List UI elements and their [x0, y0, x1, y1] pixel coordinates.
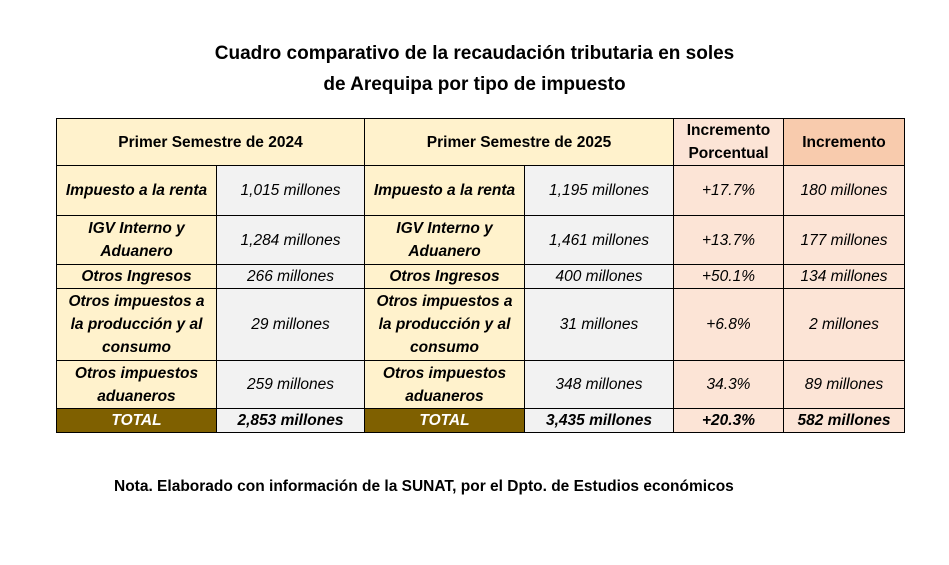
table-row: Impuesto a la renta 1,015 millones Impue…: [56, 165, 905, 216]
row-label: Otros impuestos aduaneros: [364, 360, 525, 409]
header-pct: Incremento Porcentual: [673, 118, 784, 166]
value-2024: 1,015 millones: [216, 165, 365, 216]
row-label: Otros impuestos a la producción y al con…: [56, 288, 217, 361]
inc-value: 134 millones: [783, 264, 905, 289]
row-label: Otros Ingresos: [364, 264, 525, 289]
row-label: Impuesto a la renta: [56, 165, 217, 216]
value-2024: 266 millones: [216, 264, 365, 289]
total-inc: 582 millones: [783, 408, 905, 433]
row-label: Otros Ingresos: [56, 264, 217, 289]
header-2025: Primer Semestre de 2025: [364, 118, 674, 166]
value-2025: 1,195 millones: [524, 165, 674, 216]
inc-value: 180 millones: [783, 165, 905, 216]
table-row: Otros impuestos a la producción y al con…: [56, 288, 905, 361]
value-2024: 259 millones: [216, 360, 365, 409]
row-label: IGV Interno y Aduanero: [364, 215, 525, 265]
pct-value: +17.7%: [673, 165, 784, 216]
row-label: Otros impuestos a la producción y al con…: [364, 288, 525, 361]
pct-value: +6.8%: [673, 288, 784, 361]
pct-value: 34.3%: [673, 360, 784, 409]
inc-value: 2 millones: [783, 288, 905, 361]
value-2025: 348 millones: [524, 360, 674, 409]
pct-value: +13.7%: [673, 215, 784, 265]
comparison-table: Primer Semestre de 2024 Primer Semestre …: [56, 118, 905, 433]
value-2025: 400 millones: [524, 264, 674, 289]
table-row: IGV Interno y Aduanero 1,284 millones IG…: [56, 215, 905, 265]
table-row: Otros impuestos aduaneros 259 millones O…: [56, 360, 905, 409]
source-note: Nota. Elaborado con información de la SU…: [114, 478, 734, 495]
value-2025: 31 millones: [524, 288, 674, 361]
total-2024: 2,853 millones: [216, 408, 365, 433]
inc-value: 177 millones: [783, 215, 905, 265]
header-2024: Primer Semestre de 2024: [56, 118, 365, 166]
page-title: Cuadro comparativo de la recaudación tri…: [0, 38, 949, 100]
header-inc: Incremento: [783, 118, 905, 166]
header-row: Primer Semestre de 2024 Primer Semestre …: [56, 118, 905, 166]
row-label: IGV Interno y Aduanero: [56, 215, 217, 265]
inc-value: 89 millones: [783, 360, 905, 409]
row-label: Impuesto a la renta: [364, 165, 525, 216]
total-row: TOTAL 2,853 millones TOTAL 3,435 millone…: [56, 408, 905, 433]
total-label: TOTAL: [364, 408, 525, 433]
total-2025: 3,435 millones: [524, 408, 674, 433]
pct-value: +50.1%: [673, 264, 784, 289]
title-line-2: de Arequipa por tipo de impuesto: [323, 74, 626, 95]
total-pct: +20.3%: [673, 408, 784, 433]
table-row: Otros Ingresos 266 millones Otros Ingres…: [56, 264, 905, 289]
total-label: TOTAL: [56, 408, 217, 433]
value-2024: 29 millones: [216, 288, 365, 361]
value-2024: 1,284 millones: [216, 215, 365, 265]
value-2025: 1,461 millones: [524, 215, 674, 265]
row-label: Otros impuestos aduaneros: [56, 360, 217, 409]
title-line-1: Cuadro comparativo de la recaudación tri…: [214, 43, 735, 64]
